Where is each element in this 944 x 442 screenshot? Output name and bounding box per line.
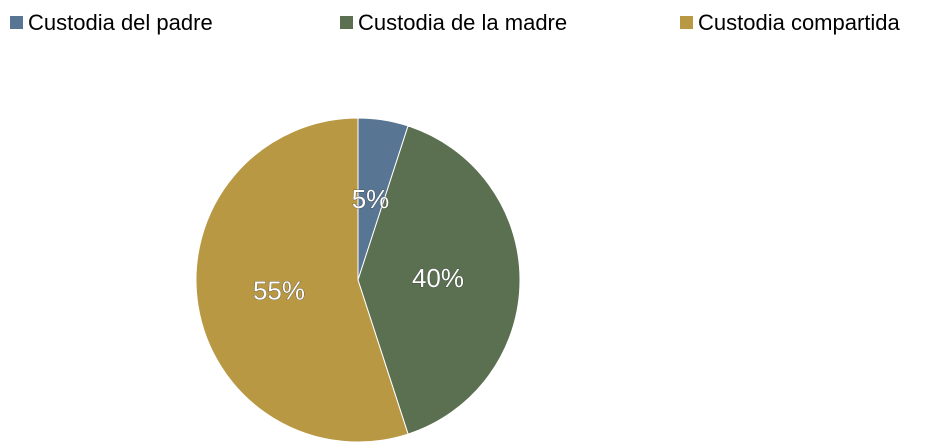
data-label: 5% <box>352 184 390 214</box>
legend-swatch <box>340 16 353 29</box>
pie-slice <box>195 117 409 442</box>
legend-label: Custodia de la madre <box>358 10 567 35</box>
pie-slice <box>357 125 521 435</box>
data-label: 55% <box>253 275 305 305</box>
legend-swatch <box>680 16 693 29</box>
legend-swatch <box>10 16 23 29</box>
legend-label: Custodia del padre <box>28 10 213 35</box>
legend-label: Custodia compartida <box>698 10 901 35</box>
data-label: 40% <box>412 263 464 293</box>
